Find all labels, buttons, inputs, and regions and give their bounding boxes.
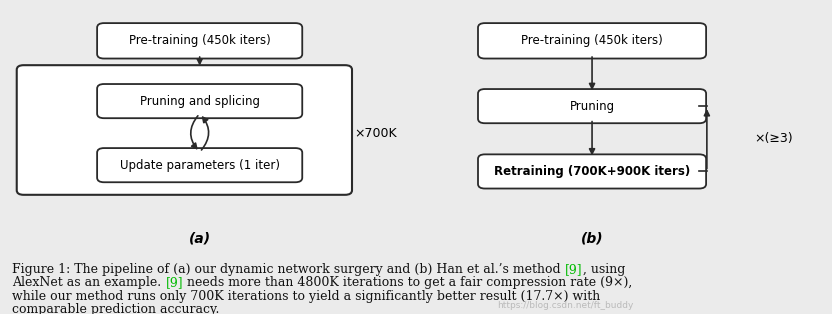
Text: , using: , using bbox=[582, 263, 625, 276]
FancyBboxPatch shape bbox=[478, 89, 706, 123]
Text: Pre-training (450k iters): Pre-training (450k iters) bbox=[129, 34, 270, 47]
Text: [9]: [9] bbox=[166, 276, 183, 290]
Text: https://blog.csdn.net/ft_buddy: https://blog.csdn.net/ft_buddy bbox=[498, 300, 634, 310]
Text: ×(≥3): ×(≥3) bbox=[755, 132, 794, 145]
Text: Retraining (700K+900K iters): Retraining (700K+900K iters) bbox=[494, 165, 691, 178]
FancyBboxPatch shape bbox=[478, 23, 706, 58]
Text: Figure 1: The pipeline of (a) our dynamic network surgery and (b) Han et al.’s m: Figure 1: The pipeline of (a) our dynami… bbox=[12, 263, 565, 276]
Text: needs more than 4800K iterations to get a fair compression rate (9×),: needs more than 4800K iterations to get … bbox=[183, 276, 632, 290]
Text: Pruning and splicing: Pruning and splicing bbox=[140, 95, 260, 108]
Text: AlexNet as an example.: AlexNet as an example. bbox=[12, 276, 166, 290]
Text: ×700K: ×700K bbox=[354, 127, 398, 140]
Text: Update parameters (1 iter): Update parameters (1 iter) bbox=[120, 159, 280, 172]
Text: [9]: [9] bbox=[565, 263, 582, 276]
Text: (a): (a) bbox=[189, 231, 210, 245]
FancyBboxPatch shape bbox=[97, 84, 302, 118]
FancyBboxPatch shape bbox=[478, 154, 706, 188]
Text: comparable prediction accuracy.: comparable prediction accuracy. bbox=[12, 303, 220, 314]
Text: while our method runs only 700K iterations to yield a significantly better resul: while our method runs only 700K iteratio… bbox=[12, 290, 601, 303]
Text: (b): (b) bbox=[581, 231, 603, 245]
FancyBboxPatch shape bbox=[97, 148, 302, 182]
Text: Pruning: Pruning bbox=[569, 100, 615, 113]
FancyBboxPatch shape bbox=[97, 23, 302, 58]
FancyBboxPatch shape bbox=[17, 65, 352, 195]
Text: Pre-training (450k iters): Pre-training (450k iters) bbox=[521, 34, 663, 47]
